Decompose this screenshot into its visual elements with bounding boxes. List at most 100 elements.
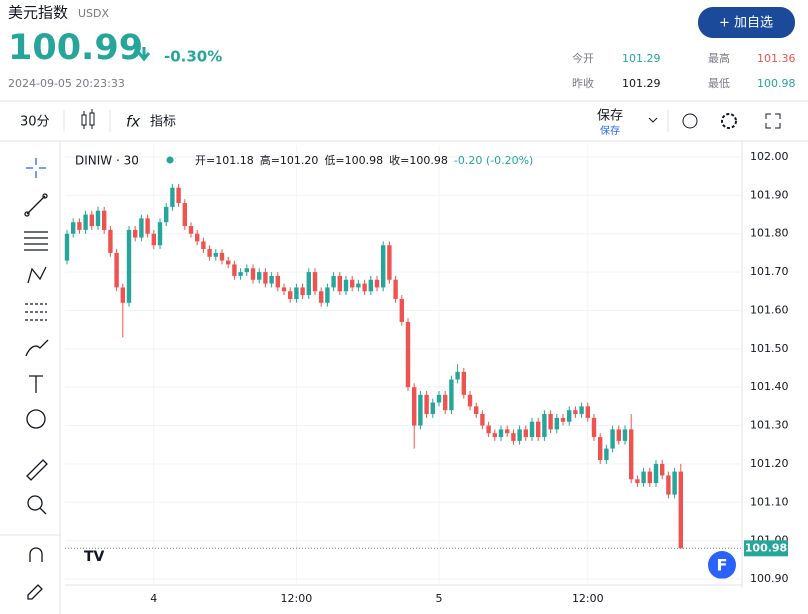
candle-body [610, 429, 615, 449]
candle-icon[interactable] [81, 109, 95, 129]
price-tag-label: 100.98 [745, 541, 787, 554]
y-tick-label: 100.90 [750, 572, 789, 585]
fx-icon[interactable]: fx [126, 113, 140, 131]
fullscreen-icon[interactable] [765, 113, 781, 129]
candle-body [604, 448, 609, 461]
candle-body [207, 249, 212, 257]
price-tag [744, 540, 788, 557]
stat-label: 最低 [708, 77, 730, 90]
candle-body [71, 222, 76, 234]
candle-body [343, 279, 349, 292]
candle-body [263, 272, 268, 284]
candle-body [560, 417, 566, 422]
candle-body [102, 210, 107, 230]
candle-body [418, 394, 423, 426]
candle-body [653, 463, 659, 484]
candle-body [455, 371, 460, 380]
candle-body [294, 287, 299, 299]
candle-body [511, 433, 516, 441]
candle-body [195, 233, 200, 242]
legend-item: 低=100.98 [324, 154, 383, 167]
add-button-label[interactable]: + 加自选 [719, 16, 773, 31]
candle-body [492, 433, 497, 438]
y-tick-label: 101.20 [750, 457, 789, 470]
candle-body [232, 264, 237, 276]
candle-body [331, 275, 336, 288]
y-tick-label: 101.70 [750, 265, 789, 278]
stat-value: 101.29 [622, 77, 661, 90]
price: 100.99 [8, 28, 143, 68]
y-tick-label: 102.00 [750, 150, 789, 163]
candle-body [176, 187, 181, 204]
candle-body [139, 218, 144, 238]
candle-body [201, 241, 206, 250]
candle-body [257, 272, 262, 280]
candle-body [120, 287, 125, 303]
stat-value: 100.98 [757, 77, 796, 90]
time: 2024-09-05 20:23:33 [8, 77, 125, 90]
stat-label: 今开 [572, 51, 594, 65]
candle-body [474, 406, 479, 415]
legend-item: 高=101.20 [260, 153, 319, 167]
tv-logo: TV [84, 549, 105, 565]
drawing-tools[interactable] [24, 158, 49, 600]
interval[interactable]: 30分 [20, 115, 50, 130]
candle-body [436, 394, 442, 403]
down-arrow [137, 47, 151, 62]
y-tick-label: 101.90 [750, 188, 789, 201]
candle-body [529, 421, 535, 438]
symbol: DINIW · 30 [75, 154, 139, 168]
candle-body [368, 279, 373, 292]
candle-body [350, 279, 355, 288]
candle-body [412, 387, 417, 426]
candle-body [629, 429, 634, 480]
candle-body [399, 298, 404, 322]
candle-body [424, 394, 429, 415]
candle-body [585, 406, 590, 418]
candle-body [666, 475, 671, 495]
candle-body [579, 406, 584, 415]
settings-icon[interactable] [721, 113, 737, 129]
candle-body [244, 268, 249, 273]
candle-body [114, 252, 119, 288]
candle-body [548, 414, 553, 430]
add-button[interactable] [698, 7, 795, 38]
candle-body [182, 203, 187, 227]
candle-body [573, 410, 578, 415]
candle-body [387, 245, 392, 280]
stat-value: 101.36 [757, 52, 796, 65]
candle-body [95, 210, 101, 227]
candle-body [219, 252, 225, 261]
candle-body [325, 287, 330, 303]
candle-body [188, 226, 194, 234]
stat-label: 昨收 [572, 76, 594, 90]
candle-body [300, 287, 305, 296]
candle-body [467, 394, 473, 407]
candle-body [275, 275, 280, 288]
candle-body [213, 252, 218, 257]
y-tick-label: 101.80 [750, 227, 789, 240]
name: 美元指数 [8, 4, 68, 22]
candle-body [505, 429, 510, 434]
candle-body [288, 291, 293, 299]
x-tick-label: 12:00 [572, 592, 604, 605]
candle-body [108, 229, 113, 253]
candle-body [250, 268, 256, 280]
x-tick-label: 12:00 [281, 592, 313, 605]
alert-icon[interactable] [682, 113, 698, 129]
indicators[interactable]: 指标 [150, 115, 176, 130]
save-sub: 保存 [600, 124, 620, 137]
stat-label: 最高 [708, 51, 730, 65]
candle-body [622, 429, 628, 441]
candle-body [536, 421, 541, 438]
candle-body [647, 471, 652, 484]
candle-body [678, 471, 683, 549]
chevron[interactable] [648, 117, 658, 123]
candle-body [443, 394, 448, 411]
legend-item: 收=100.98 [389, 153, 448, 167]
candle-body [126, 229, 132, 303]
candle-body [393, 279, 398, 299]
save[interactable]: 保存 [597, 109, 623, 124]
code: USDX [78, 7, 110, 20]
